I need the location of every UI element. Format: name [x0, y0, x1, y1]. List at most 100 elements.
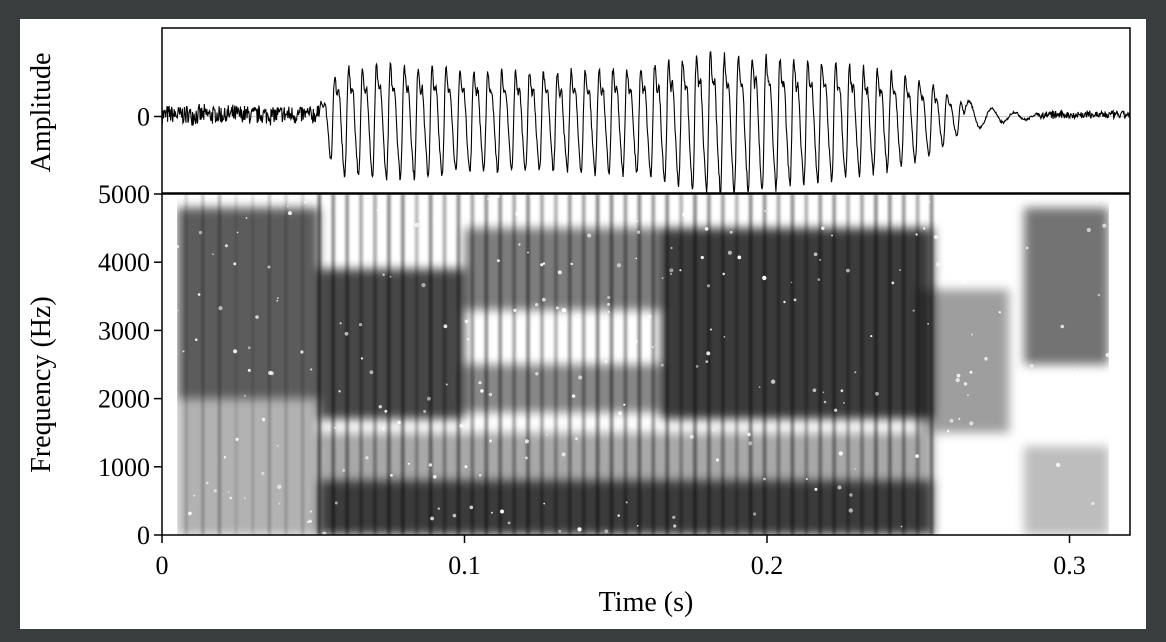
voicing-striation — [414, 194, 419, 535]
spectrogram-energy-region — [464, 364, 662, 413]
spectrogram-speckle — [865, 197, 870, 202]
spectrogram-speckle — [513, 308, 517, 313]
spectrogram-speckle — [969, 370, 973, 374]
spectrogram-x-tick-label: 0.3 — [1053, 551, 1086, 580]
spectrogram-speckle — [205, 481, 209, 485]
spectrogram-speckle — [963, 382, 968, 386]
voicing-striation — [915, 194, 920, 535]
spectrogram-speckle — [245, 217, 248, 219]
spectrogram-speckle — [479, 345, 483, 349]
spectrogram-speckle — [344, 331, 349, 336]
spectrogram-speckle — [928, 201, 931, 203]
spectrogram-y-ticks: 0 1000 2000 3000 4000 5000 — [98, 180, 162, 550]
spectrogram-speckle — [575, 437, 578, 441]
spectrogram-y-tick-label: 1000 — [98, 453, 150, 482]
voicing-striation — [721, 194, 725, 535]
spectrogram-speckle — [737, 255, 742, 260]
spectrogram-speckle — [489, 439, 493, 443]
spectrogram-speckle — [619, 339, 622, 343]
spectrogram-speckle — [575, 214, 578, 217]
voicing-striation — [888, 194, 892, 535]
spectrogram-speckle — [198, 230, 203, 235]
spectrogram-speckle — [452, 513, 457, 518]
spectrogram-speckle — [236, 231, 239, 234]
spectrogram-y-tick-label: 0 — [137, 521, 150, 550]
noise-striation — [217, 194, 221, 535]
spectrogram-speckle — [813, 252, 818, 257]
spectrogram-speckle — [849, 493, 853, 497]
spectrogram-speckle — [1060, 324, 1065, 329]
spectrogram-speckle — [633, 206, 636, 209]
spectrogram-speckle — [376, 209, 380, 212]
voicing-striation — [665, 194, 669, 535]
spectrogram-speckle — [443, 324, 448, 329]
spectrogram-speckle — [1007, 209, 1010, 212]
spectrogram-speckle — [360, 357, 364, 360]
spectrogram-speckle — [783, 300, 786, 304]
voicing-striation — [442, 194, 447, 535]
spectrogram-speckle — [233, 262, 237, 266]
spectrogram-speckle — [927, 323, 929, 325]
voicing-striation — [331, 194, 336, 535]
spectrogram-speckle — [276, 445, 279, 447]
noise-striation — [201, 194, 205, 535]
spectrogram-speckle — [843, 402, 845, 404]
spectrogram-speckle — [339, 322, 342, 325]
spectrogram-y-tick-label: 2000 — [98, 385, 150, 414]
spectrogram-speckle — [561, 452, 566, 457]
voicing-striation — [609, 194, 614, 535]
spectrogram-speckle — [1097, 293, 1101, 297]
spectrogram-speckle — [1014, 289, 1017, 292]
voicing-striation — [581, 194, 586, 535]
spectrogram-speckle — [177, 245, 180, 248]
spectrogram-voicing-striations — [184, 194, 934, 535]
spectrogram-speckle — [177, 309, 179, 312]
spectrogram-speckle — [747, 432, 751, 437]
spectrogram-speckle — [233, 349, 238, 354]
voicing-striation — [359, 194, 363, 535]
spectrogram-speckle — [561, 308, 566, 313]
spectrogram-speckle — [327, 204, 330, 208]
spectrogram-speckle — [276, 299, 279, 302]
spectrogram-speckle — [507, 521, 511, 525]
spectrogram-speckle — [1091, 501, 1095, 506]
spectrogram-speckle — [423, 410, 426, 413]
spectrogram-speckle — [229, 496, 232, 500]
spectrogram-energy-region — [319, 269, 465, 420]
spectrogram-speckle — [1086, 227, 1091, 233]
spectrogram-speckle — [524, 439, 529, 444]
spectrogram-speckle — [334, 501, 338, 505]
spectrogram-speckle — [770, 379, 776, 384]
spectrogram-speckle — [805, 478, 808, 480]
spectrogram-speckle — [623, 403, 626, 406]
spectrogram-speckle — [535, 303, 539, 307]
voicing-striation — [860, 194, 864, 535]
spectrogram-speckle — [753, 512, 757, 516]
spectrogram-speckle — [555, 306, 559, 310]
spectrogram-speckle — [915, 454, 919, 458]
spectrogram-speckle — [840, 389, 844, 393]
spectrogram-speckle — [706, 351, 711, 356]
spectrogram-speckle — [1011, 440, 1016, 445]
voicing-striation — [929, 194, 934, 535]
spectrogram-speckle — [870, 335, 873, 338]
spectrogram-speckle — [369, 370, 374, 375]
spectrogram-speckle — [224, 244, 228, 248]
spectrogram-speckle — [963, 465, 967, 470]
spectrogram-speckle — [660, 363, 664, 367]
spectrogram-speckle — [518, 243, 521, 246]
voicing-striation — [387, 194, 391, 535]
spectrogram-speckle — [535, 372, 539, 376]
spectrogram-energy-region — [661, 228, 934, 420]
spectrogram-speckle — [491, 511, 493, 514]
spectrogram-speckle — [935, 262, 941, 267]
spectrogram-speckle — [814, 487, 818, 491]
spectrogram-speckle — [1035, 396, 1040, 401]
voicing-striation — [623, 194, 628, 535]
spectrogram-speckle — [854, 371, 857, 374]
spectrogram-speckle — [562, 221, 566, 224]
voicing-striation — [734, 194, 739, 535]
spectrogram-speckle — [700, 255, 704, 260]
spectrogram-speckle — [604, 360, 608, 364]
spectrogram-speckle — [846, 268, 850, 273]
